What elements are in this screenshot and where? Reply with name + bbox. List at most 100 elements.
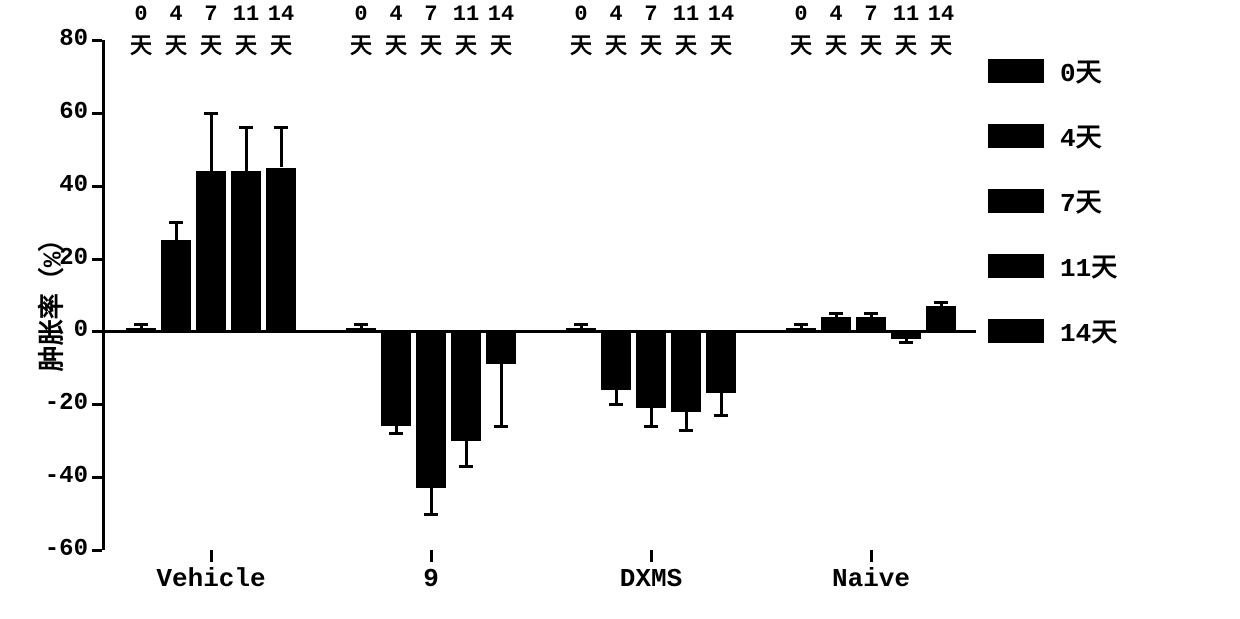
error-bar-stem	[430, 488, 433, 514]
error-bar-cap	[134, 323, 148, 326]
bar-top-label-number: 11	[448, 2, 484, 27]
y-tick-label: -60	[32, 536, 88, 563]
legend: 0天 4天 7天 11天 14天	[988, 52, 1117, 377]
bar	[416, 331, 446, 488]
bar-top-label-day: 天	[267, 28, 295, 60]
error-bar-cap	[354, 323, 368, 326]
bar	[671, 331, 701, 411]
error-bar-cap	[424, 513, 438, 516]
y-tick	[92, 330, 102, 333]
bar-top-label-day: 天	[602, 28, 630, 60]
legend-item: 7天	[988, 182, 1117, 219]
error-bar-cap	[459, 432, 473, 435]
y-tick	[92, 39, 102, 42]
error-bar-cap	[239, 221, 253, 224]
legend-label: 14天	[1060, 312, 1117, 349]
bar-top-label-number: 11	[228, 2, 264, 27]
chart-canvas: -60-40-20020406080Vehicle0天4天7天11天14天90天…	[0, 0, 1240, 619]
bar-top-label-number: 14	[703, 2, 739, 27]
bar-top-label-number: 7	[633, 2, 669, 27]
y-tick	[92, 185, 102, 188]
error-bar-cap	[829, 312, 843, 315]
bar-top-label-day: 天	[787, 28, 815, 60]
bar-top-label-day: 天	[127, 28, 155, 60]
bar	[856, 317, 886, 332]
error-bar-cap	[204, 112, 218, 115]
bar-top-label-number: 0	[343, 2, 379, 27]
error-bar-cap	[899, 341, 913, 344]
bar	[601, 331, 631, 389]
bar	[161, 240, 191, 331]
bar-top-label-number: 7	[413, 2, 449, 27]
error-bar-stem	[245, 127, 248, 222]
bar-top-label-day: 天	[672, 28, 700, 60]
bar-top-label-day: 天	[347, 28, 375, 60]
bar	[486, 331, 516, 364]
bar-top-label-number: 0	[123, 2, 159, 27]
bar-top-label-number: 7	[853, 2, 889, 27]
legend-item: 11天	[988, 247, 1117, 284]
legend-item: 4天	[988, 117, 1117, 154]
error-bar-cap	[169, 221, 183, 224]
legend-swatch	[988, 254, 1044, 278]
legend-label: 11天	[1060, 247, 1117, 284]
error-bar-stem	[210, 113, 213, 171]
bar-top-label-day: 天	[707, 28, 735, 60]
bar-top-label-day: 天	[162, 28, 190, 60]
bar-top-label-day: 天	[927, 28, 955, 60]
legend-swatch	[988, 319, 1044, 343]
x-category-label: DXMS	[546, 564, 756, 594]
y-tick-label: -20	[32, 390, 88, 417]
bar	[266, 168, 296, 332]
error-bar-stem	[175, 222, 178, 240]
legend-swatch	[988, 59, 1044, 83]
bar-top-label-number: 4	[598, 2, 634, 27]
legend-swatch	[988, 124, 1044, 148]
error-bar-stem	[685, 412, 688, 430]
legend-item: 14天	[988, 312, 1117, 349]
bar-top-label-number: 11	[888, 2, 924, 27]
error-bar-cap	[459, 465, 473, 468]
bar	[346, 328, 376, 332]
bar	[926, 306, 956, 332]
bar-top-label-day: 天	[857, 28, 885, 60]
y-tick-label: 40	[32, 172, 88, 199]
bar-top-label-number: 4	[378, 2, 414, 27]
bar-top-label-number: 4	[818, 2, 854, 27]
x-category-tick	[650, 550, 653, 562]
bar	[706, 331, 736, 393]
error-bar-stem	[280, 127, 283, 167]
bar	[381, 331, 411, 426]
y-tick	[92, 476, 102, 479]
bar-top-label-day: 天	[637, 28, 665, 60]
error-bar-cap	[609, 403, 623, 406]
x-category-label: 9	[326, 564, 536, 594]
y-tick-label: -40	[32, 463, 88, 490]
y-axis-label: 肿胀率（%）	[32, 219, 69, 379]
bar-top-label-number: 0	[783, 2, 819, 27]
bar-top-label-number: 14	[923, 2, 959, 27]
bar	[891, 331, 921, 338]
bar-top-label-number: 14	[483, 2, 519, 27]
y-axis-line	[102, 40, 105, 550]
plot-area: -60-40-20020406080Vehicle0天4天7天11天14天90天…	[102, 40, 880, 550]
bar-top-label-day: 天	[232, 28, 260, 60]
x-category-label: Vehicle	[106, 564, 316, 594]
x-category-tick	[870, 550, 873, 562]
x-category-tick	[210, 550, 213, 562]
bar	[566, 328, 596, 332]
error-bar-stem	[615, 390, 618, 405]
error-bar-cap	[714, 414, 728, 417]
legend-label: 0天	[1060, 52, 1102, 89]
x-category-tick	[430, 550, 433, 562]
bar-top-label-day: 天	[382, 28, 410, 60]
bar	[821, 317, 851, 332]
error-bar-cap	[239, 126, 253, 129]
error-bar-cap	[644, 425, 658, 428]
error-bar-cap	[574, 323, 588, 326]
bar-top-label-day: 天	[197, 28, 225, 60]
bar-top-label-day: 天	[892, 28, 920, 60]
legend-swatch	[988, 189, 1044, 213]
bar-top-label-day: 天	[417, 28, 445, 60]
legend-label: 7天	[1060, 182, 1102, 219]
